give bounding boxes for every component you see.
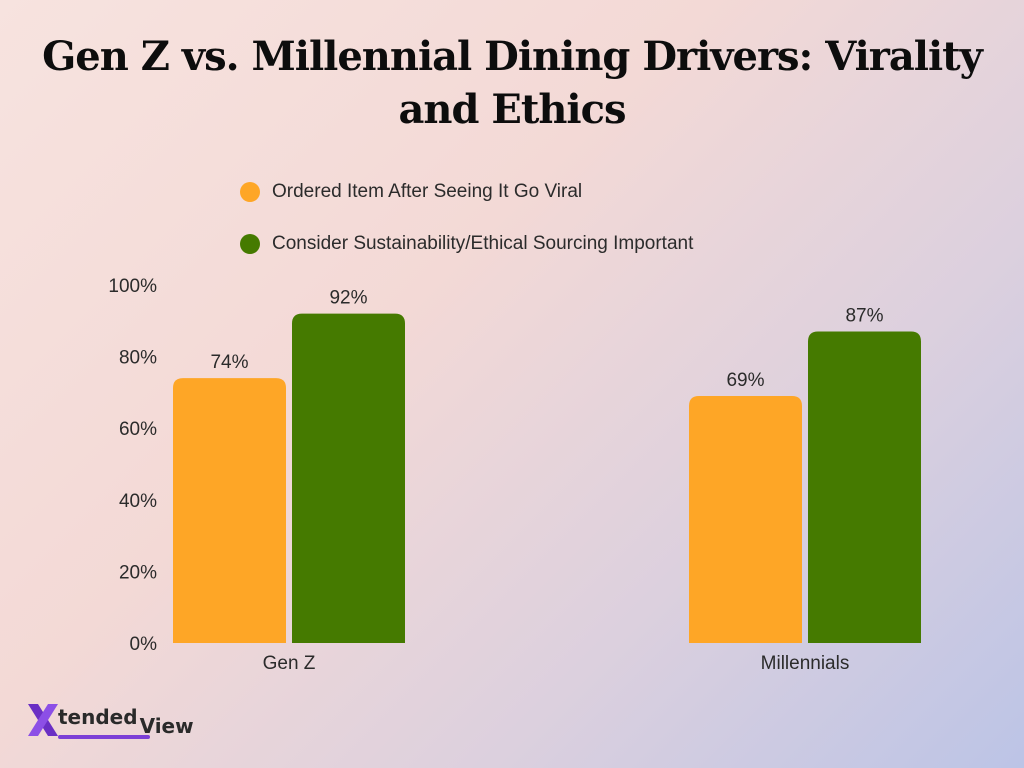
logo-x-mark-icon — [28, 704, 58, 736]
logo-text-view: View — [139, 714, 194, 738]
y-tick-label: 0% — [130, 634, 158, 655]
bar-sustainability-0 — [292, 313, 405, 643]
y-tick-label: 60% — [119, 419, 157, 440]
x-category-label: Gen Z — [263, 653, 316, 674]
data-label: 92% — [329, 288, 367, 309]
y-tick-label: 40% — [119, 491, 157, 512]
logo-text-tended: tended — [58, 705, 138, 729]
data-label: 87% — [845, 306, 883, 327]
bar-viral-0 — [173, 378, 286, 643]
y-tick-label: 20% — [119, 562, 157, 583]
data-label: 69% — [726, 370, 764, 391]
y-tick-label: 80% — [119, 348, 157, 369]
legend-label-sustainability: Consider Sustainability/Ethical Sourcing… — [272, 233, 694, 254]
legend-swatch-sustainability — [240, 234, 260, 254]
y-tick-label: 100% — [108, 276, 157, 297]
data-label: 74% — [210, 352, 248, 373]
brand-logo: tended View — [26, 702, 194, 738]
chart-title: Gen Z vs. Millennial Dining Drivers: Vir… — [42, 33, 983, 133]
bar-sustainability-1 — [808, 331, 921, 643]
logo-underline — [58, 735, 150, 739]
legend-label-viral: Ordered Item After Seeing It Go Viral — [272, 181, 583, 202]
legend-swatch-viral — [240, 182, 260, 202]
bar-viral-1 — [689, 395, 802, 643]
chart-legend: Ordered Item After Seeing It Go Viral Co… — [240, 178, 693, 282]
legend-item-sustainability: Consider Sustainability/Ethical Sourcing… — [240, 230, 693, 258]
x-category-label: Millennials — [761, 653, 850, 674]
legend-item-viral: Ordered Item After Seeing It Go Viral — [240, 178, 693, 206]
